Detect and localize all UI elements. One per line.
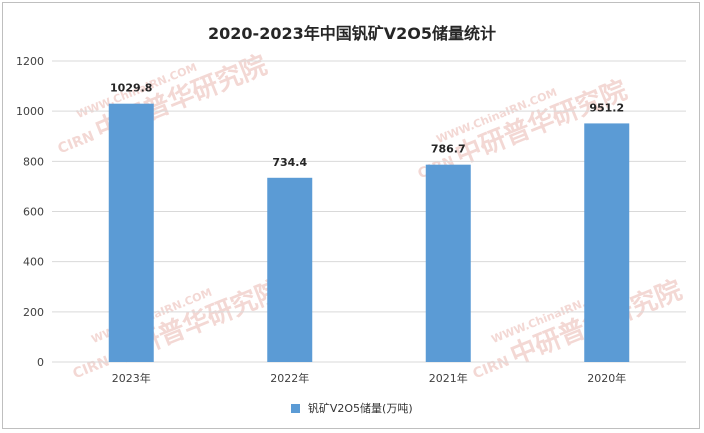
watermark-logo: CIRN (471, 353, 512, 382)
data-label: 1029.8 (110, 82, 152, 95)
watermark-3: CIRN WWW.ChinaIRN.COM 中研普华研究院 (71, 274, 287, 382)
legend-label: 钒矿V2O5储量(万吨) (307, 402, 413, 415)
y-tick-label: 400 (23, 256, 44, 269)
bars (108, 103, 630, 362)
watermark-4: CIRN WWW.ChinaIRN.COM 中研普华研究院 (471, 274, 687, 382)
y-tick-label: 0 (37, 356, 44, 369)
y-tick-label: 1000 (16, 105, 44, 118)
x-tick-label: 2021年 (429, 371, 468, 385)
y-axis-tick-labels: 0 200 400 600 800 1000 1200 (16, 55, 44, 369)
data-label: 786.7 (431, 143, 466, 156)
bar (267, 177, 313, 362)
legend: 钒矿V2O5储量(万吨) (0, 400, 704, 416)
x-tick-label: 2023年 (112, 371, 151, 385)
y-tick-label: 800 (23, 155, 44, 168)
bar (425, 164, 471, 362)
chart-title: 2020-2023年中国钒矿V2O5储量统计 (208, 24, 496, 43)
legend-swatch (291, 403, 301, 413)
y-tick-label: 200 (23, 306, 44, 319)
data-labels: 1029.8 734.4 786.7 951.2 (110, 82, 624, 169)
y-tick-label: 600 (23, 206, 44, 219)
bar (584, 123, 630, 362)
bar (108, 103, 154, 362)
watermark-1: CIRN WWW.ChinaIRN.COM 中研普华研究院 (56, 49, 272, 157)
data-label: 734.4 (272, 156, 307, 169)
watermark-logo: CIRN (71, 353, 112, 382)
watermark-logo: CIRN (56, 128, 97, 157)
y-tick-label: 1200 (16, 55, 44, 68)
data-label: 951.2 (589, 101, 624, 114)
x-tick-label: 2020年 (587, 371, 626, 385)
gridlines (52, 60, 686, 363)
x-axis-tick-labels: 2023年 2022年 2021年 2020年 (112, 371, 627, 385)
x-tick-label: 2022年 (270, 371, 309, 385)
